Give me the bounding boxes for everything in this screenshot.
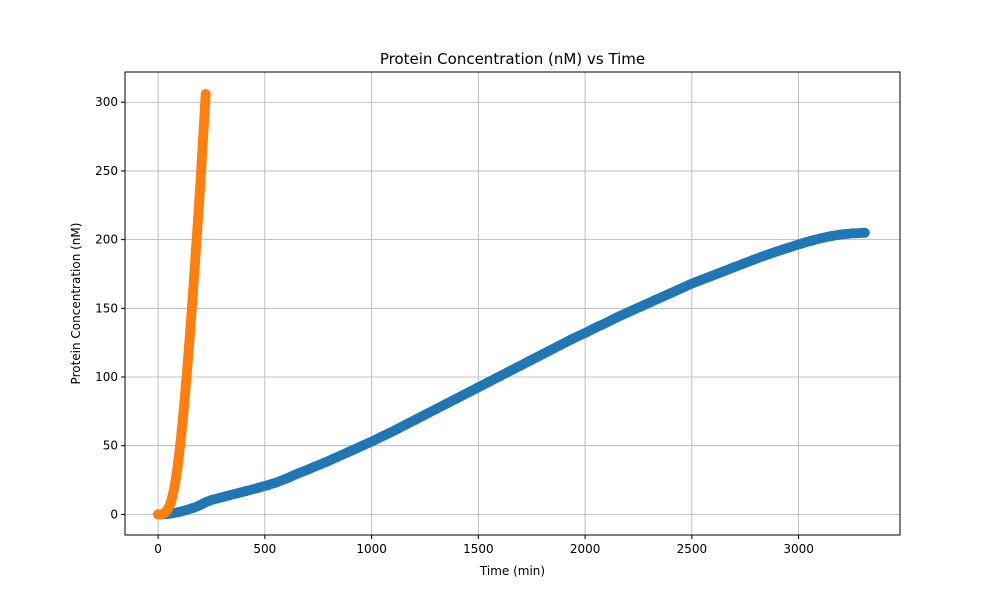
- y-tick-label: 150: [95, 301, 118, 315]
- chart-title: Protein Concentration (nM) vs Time: [380, 50, 645, 68]
- data-point: [859, 227, 870, 238]
- grid-layer: [125, 72, 900, 535]
- x-tick-label: 1000: [356, 542, 387, 556]
- x-tick-label: 3000: [783, 542, 814, 556]
- y-tick-label: 0: [110, 507, 118, 521]
- tick-layer: 0 500 1000 1500 2000 2500 3000 0 50 100 150 200 250 3…: [95, 95, 814, 556]
- series-2: [153, 88, 211, 520]
- y-axis-label: Protein Concentration (nM): [69, 223, 83, 385]
- x-tick-label: 500: [253, 542, 276, 556]
- x-tick-label: 2000: [570, 542, 601, 556]
- y-tick-label: 250: [95, 164, 118, 178]
- series-layer: [153, 88, 870, 520]
- y-tick-label: 50: [103, 439, 118, 453]
- series-1: [153, 227, 870, 520]
- x-tick-label: 2500: [677, 542, 708, 556]
- x-tick-label: 0: [154, 542, 162, 556]
- y-tick-label: 200: [95, 233, 118, 247]
- y-tick-label: 300: [95, 95, 118, 109]
- x-axis-label: Time (min): [479, 564, 545, 578]
- y-tick-label: 100: [95, 370, 118, 384]
- plot-frame: [124, 71, 901, 536]
- data-point: [200, 88, 211, 99]
- x-tick-label: 1500: [463, 542, 494, 556]
